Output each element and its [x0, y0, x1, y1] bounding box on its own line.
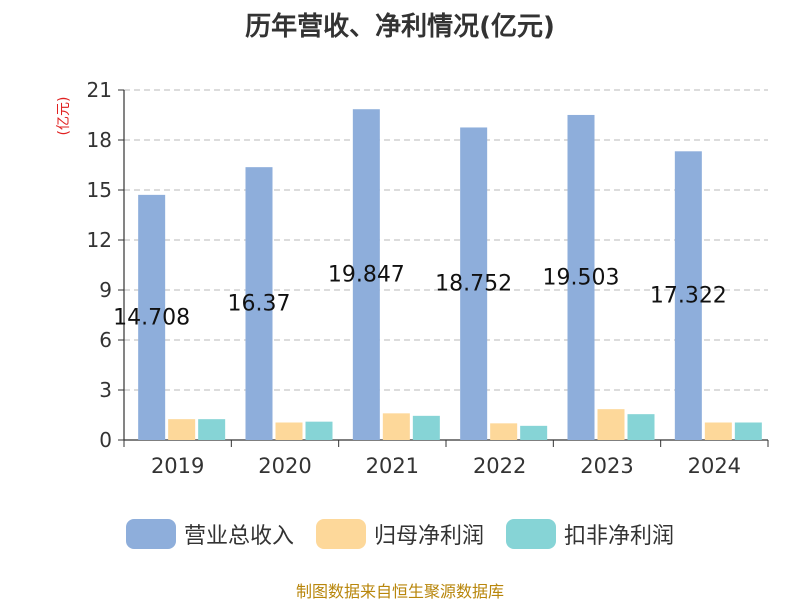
y-tick-label: 3	[99, 378, 112, 402]
bar-0-2023	[567, 114, 595, 440]
bar-2-2023	[627, 414, 655, 440]
bar-2-2019	[198, 419, 226, 440]
x-tick-label: 2023	[580, 454, 633, 478]
y-tick-label: 18	[87, 128, 112, 152]
bar-2-2020	[305, 421, 333, 440]
legend-item-deducted-net-profit[interactable]: 扣非净利润	[506, 518, 674, 550]
bar-0-2021	[352, 109, 380, 440]
bar-1-2021	[382, 413, 410, 440]
x-tick-label: 2020	[258, 454, 311, 478]
y-axis: 0 3 6 9 12 15 18 21	[87, 78, 125, 452]
data-labels: 14.708 16.37 19.847 18.752 19.503 17.322	[113, 263, 727, 331]
bar-1-2023	[597, 409, 625, 440]
bar-1-2024	[704, 422, 732, 440]
bar-0-2024	[674, 151, 702, 441]
chart-title: 历年营收、净利情况(亿元)	[245, 12, 555, 42]
bar-chart: 0 3 6 9 12 15 18 21 2019 2020 2021 2022 2023 2024 14…	[56, 78, 769, 478]
bar-1-2020	[275, 422, 303, 440]
y-tick-label: 15	[87, 178, 112, 202]
bar-2-2022	[520, 425, 548, 440]
x-tick-label: 2019	[151, 454, 204, 478]
legend-label-revenue: 营业总收入	[183, 524, 294, 549]
bar-0-2022	[460, 127, 488, 440]
data-label: 16.37	[228, 292, 291, 317]
y-tick-label: 21	[87, 78, 112, 102]
x-axis: 2019 2020 2021 2022 2023 2024	[123, 439, 769, 478]
bar-0-2020	[245, 167, 273, 440]
y-axis-label: (亿元)	[56, 97, 72, 136]
legend-item-revenue[interactable]: 营业总收入	[125, 518, 294, 550]
y-tick-label: 9	[99, 278, 112, 302]
data-label: 17.322	[650, 284, 727, 309]
legend-swatch-parent-net-profit	[315, 519, 366, 549]
bar-1-2019	[168, 419, 196, 440]
legend-label-parent-net-profit: 归母净利润	[373, 524, 484, 549]
bar-1-2022	[490, 423, 518, 440]
data-label: 18.752	[435, 272, 512, 297]
y-tick-label: 0	[99, 428, 112, 452]
bar-0-2019	[138, 194, 166, 440]
bar-2-2024	[734, 422, 762, 440]
y-tick-label: 12	[87, 228, 112, 252]
y-tick-label: 6	[99, 328, 112, 352]
data-label: 19.847	[328, 263, 405, 288]
legend: 营业总收入 归母净利润 扣非净利润	[0, 518, 800, 550]
source-note: 制图数据来自恒生聚源数据库	[295, 582, 504, 601]
legend-label-deducted-net-profit: 扣非净利润	[564, 524, 675, 549]
x-tick-label: 2024	[688, 454, 741, 478]
legend-item-parent-net-profit[interactable]: 归母净利润	[315, 518, 484, 550]
data-label: 14.708	[113, 305, 190, 330]
grid-lines	[124, 89, 768, 391]
x-tick-label: 2022	[473, 454, 526, 478]
legend-swatch-deducted-net-profit	[506, 519, 556, 549]
bars	[138, 109, 762, 441]
bar-2-2021	[412, 415, 440, 440]
data-label: 19.503	[543, 265, 620, 290]
legend-swatch-revenue	[125, 519, 176, 549]
x-tick-label: 2021	[366, 454, 419, 478]
